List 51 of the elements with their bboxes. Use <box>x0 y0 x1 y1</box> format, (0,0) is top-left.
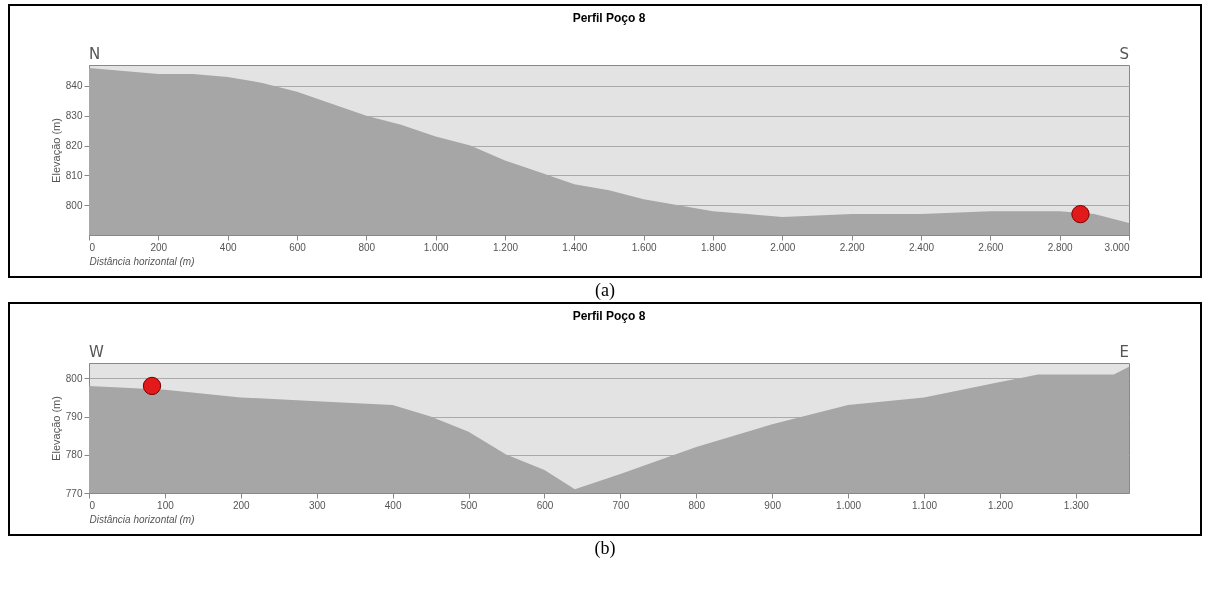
x-tick-label: 200 <box>150 241 168 253</box>
y-tick-label: 830 <box>65 110 83 122</box>
x-tick-label: 1.000 <box>836 499 862 511</box>
text: S <box>1119 45 1129 63</box>
x-tick-label: 0 <box>89 499 96 511</box>
x-tick-label: 1.200 <box>987 499 1014 511</box>
y-tick-label: 820 <box>65 140 83 152</box>
y-axis-title: Elevação (m) <box>49 118 62 183</box>
x-tick-label: 600 <box>289 241 307 253</box>
x-tick-label: 1.000 <box>423 241 450 253</box>
x-tick-label: 300 <box>308 499 327 511</box>
y-tick-label: 790 <box>65 411 83 423</box>
x-tick-label: 2.400 <box>908 241 935 253</box>
x-tick-label: 1.300 <box>1063 499 1090 511</box>
x-tick-label: 700 <box>612 499 630 511</box>
x-axis-title: Distância horizontal (m) <box>89 255 195 267</box>
x-tick-label: 600 <box>536 499 554 511</box>
x-tick-label: 2.200 <box>839 241 866 253</box>
y-tick-label: 780 <box>65 449 83 461</box>
x-tick-label: 100 <box>157 499 175 511</box>
text: N <box>89 45 101 63</box>
x-tick-label: 1.100 <box>912 499 938 511</box>
text: E <box>1119 343 1129 361</box>
x-axis-title: Distância horizontal (m) <box>89 513 195 525</box>
x-tick-label: 400 <box>219 241 237 253</box>
y-tick-label: 800 <box>65 199 83 211</box>
text: (b) <box>593 537 617 560</box>
x-tick-label: 0 <box>89 241 96 253</box>
y-axis-title: Elevação (m) <box>49 396 62 461</box>
y-tick-label: 840 <box>65 80 83 92</box>
x-tick-label: 2.600 <box>978 241 1004 253</box>
chart-title: Perfil Poço 8 <box>572 11 646 25</box>
text: (a) <box>594 279 616 302</box>
y-tick-label: 810 <box>65 169 83 181</box>
x-tick-label: 800 <box>358 241 376 253</box>
x-tick-label: 2.800 <box>1047 241 1074 253</box>
chart-title: Perfil Poço 8 <box>572 309 646 323</box>
x-tick-label: 1.600 <box>631 241 658 253</box>
x-tick-label: 200 <box>232 499 251 511</box>
x-tick-label: 400 <box>384 499 402 511</box>
x-tick-label: 1.400 <box>562 241 588 253</box>
x-tick-label: 3.000 <box>1104 241 1130 253</box>
x-tick-label: 500 <box>460 499 478 511</box>
x-tick-label: 1.800 <box>700 241 727 253</box>
text: W <box>89 343 104 361</box>
x-tick-label: 900 <box>764 499 782 511</box>
y-tick-label: 770 <box>65 487 83 499</box>
x-tick-label: 1.200 <box>492 241 519 253</box>
y-tick-label: 800 <box>65 372 83 384</box>
x-tick-label: 2.000 <box>770 241 796 253</box>
x-tick-label: 800 <box>688 499 706 511</box>
